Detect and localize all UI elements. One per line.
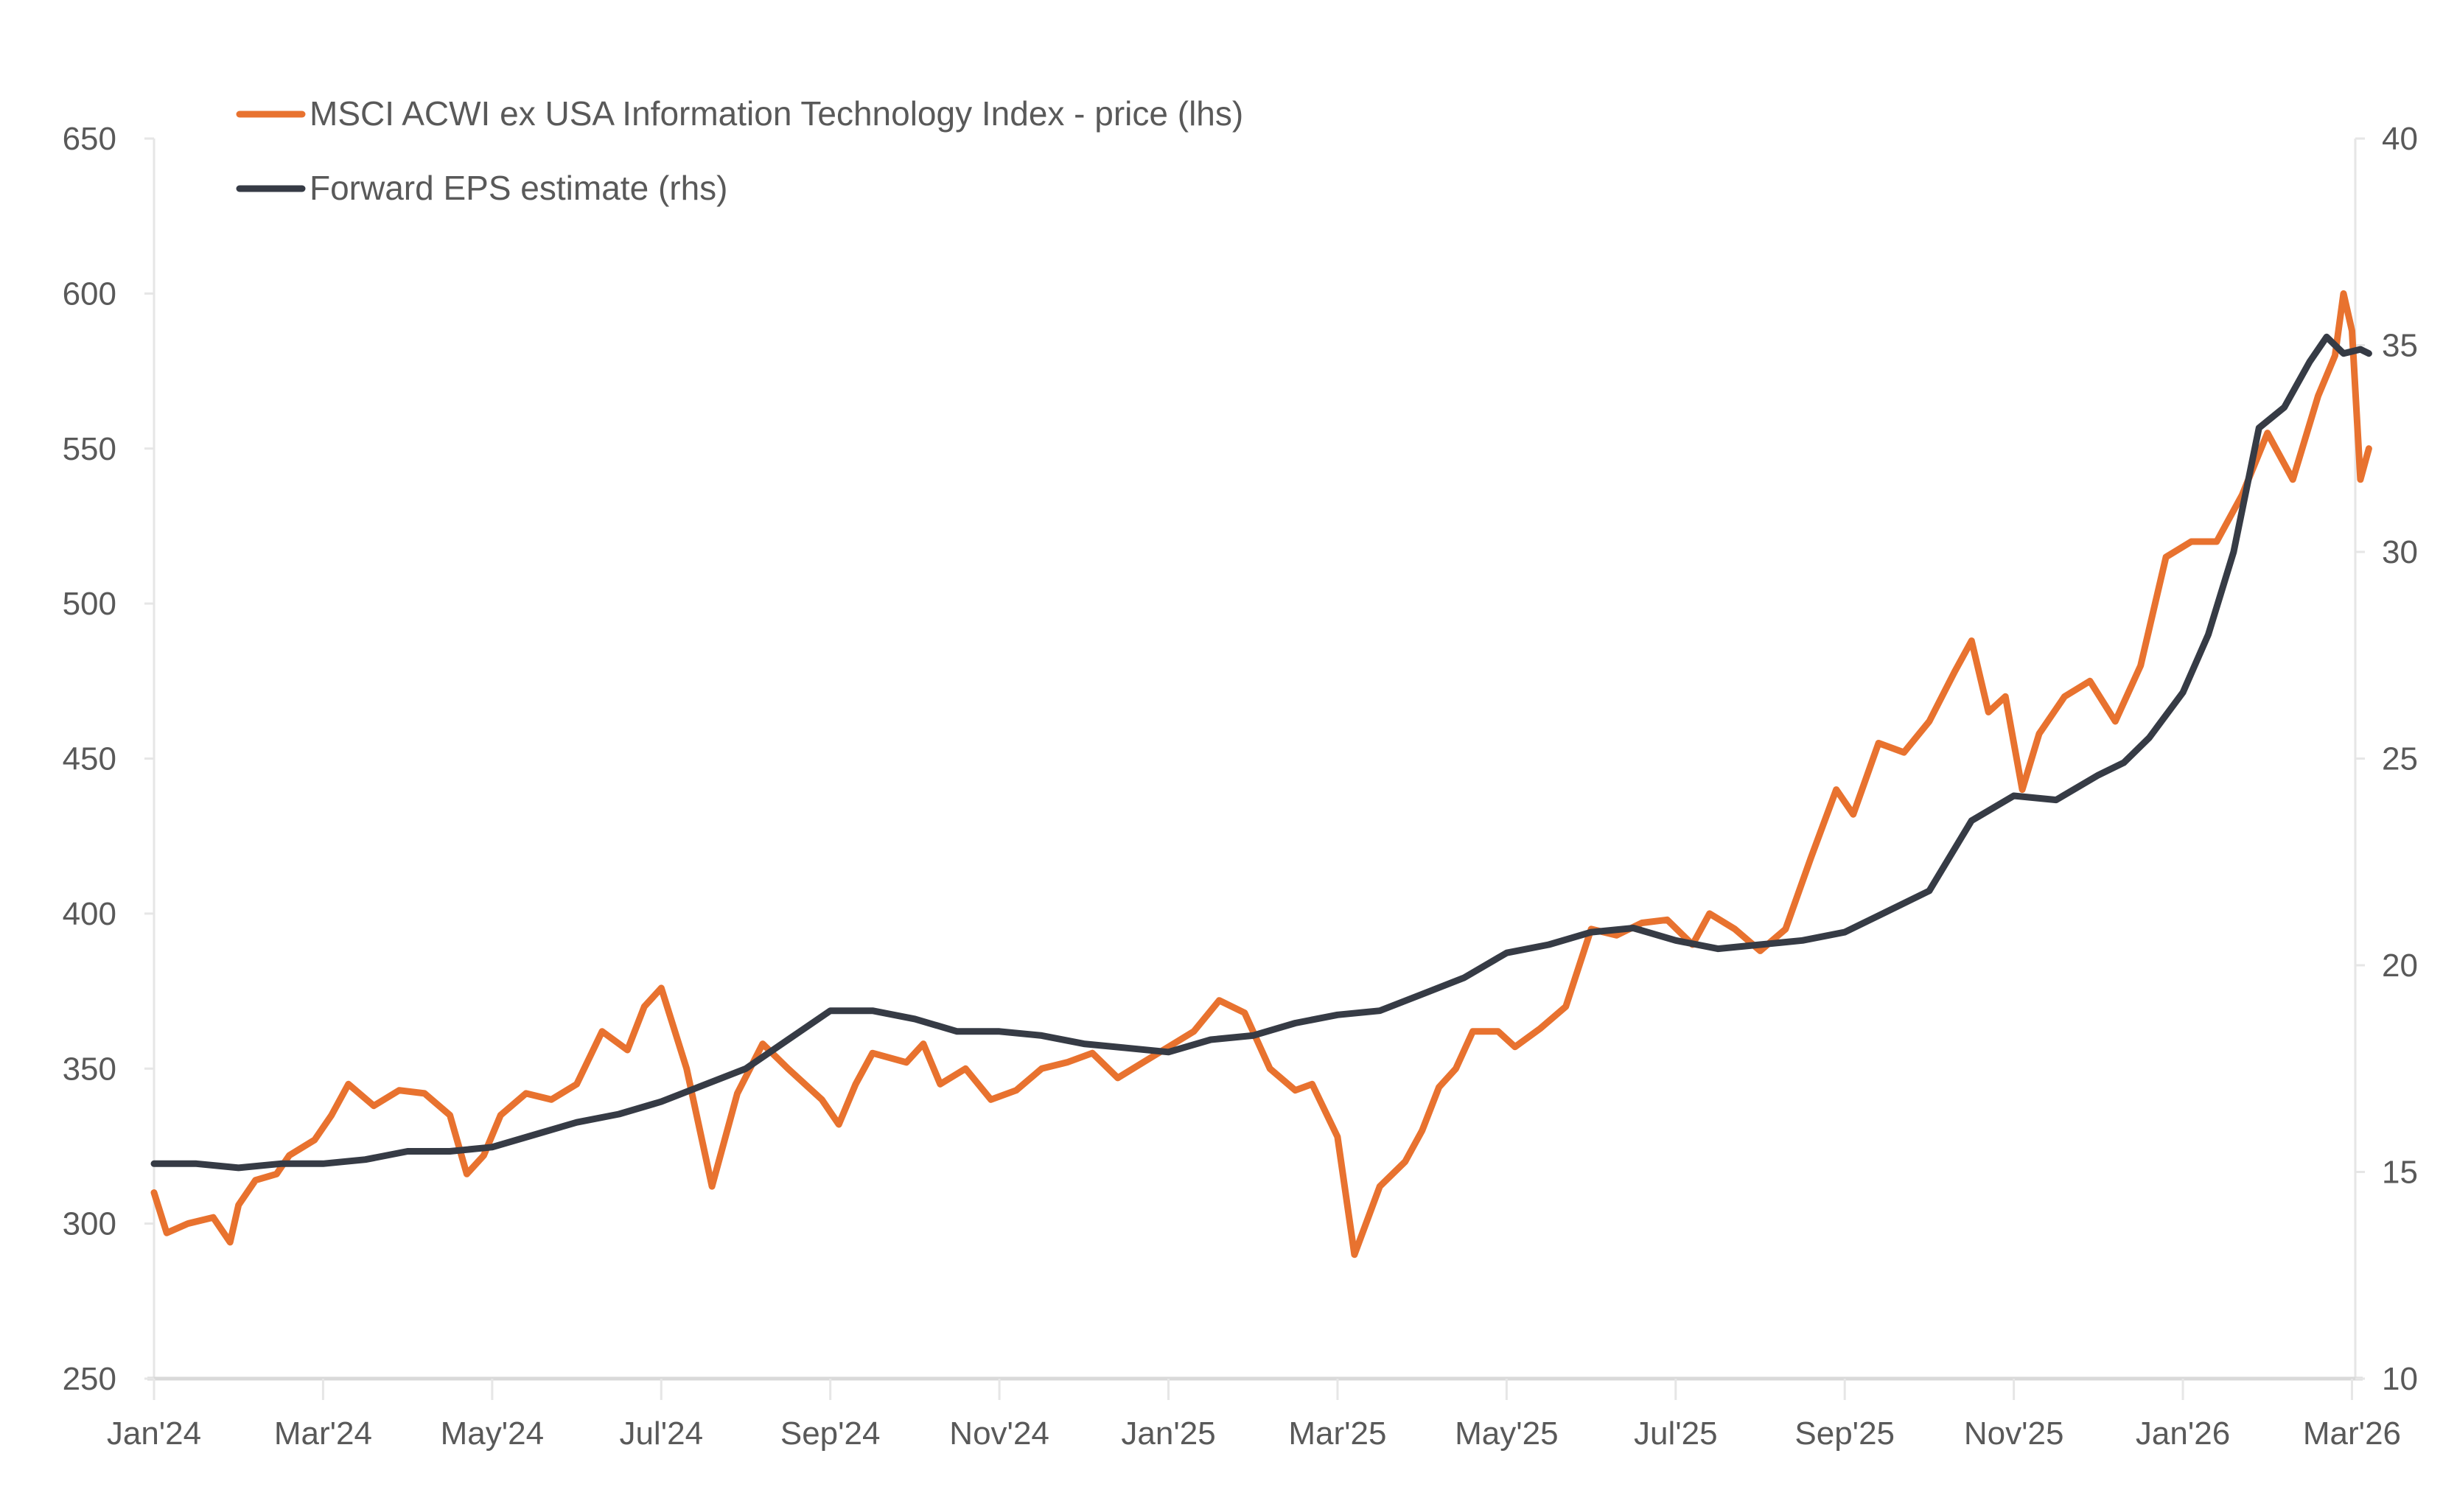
series-line-price <box>150 290 2372 1259</box>
y-left-tick-label: 400 <box>63 896 116 932</box>
y-left-tick-label: 550 <box>63 431 116 467</box>
y-right-tick-label: 25 <box>2382 741 2418 777</box>
legend-label-price: MSCI ACWI ex USA Information Technology … <box>310 94 1243 133</box>
series-lines <box>150 290 2372 1259</box>
x-tick-label: Nov'25 <box>1964 1415 2064 1452</box>
x-ticks: Jan'24 Mar'24 May'24 Jul'24 Sep'24 Nov'24 Jan'… <box>107 1379 2401 1452</box>
x-tick-label: Jan'24 <box>107 1415 201 1452</box>
x-tick-label: Sep'25 <box>1794 1415 1895 1452</box>
legend: MSCI ACWI ex USA Information Technology … <box>236 94 1243 207</box>
y-right-tick-label: 15 <box>2382 1155 2418 1191</box>
legend-item-price: MSCI ACWI ex USA Information Technology … <box>236 94 1243 133</box>
x-tick-label: May'25 <box>1455 1415 1558 1452</box>
y-left-tick-label: 350 <box>63 1051 116 1087</box>
y-left-tick-label: 600 <box>63 276 116 312</box>
y-left-tick-label: 500 <box>63 586 116 622</box>
y-right-tick-label: 30 <box>2382 534 2418 570</box>
x-tick-label: Jul'24 <box>619 1415 703 1452</box>
y-right-tick-label: 10 <box>2382 1361 2418 1397</box>
y-left-tick-label: 250 <box>63 1361 116 1397</box>
x-tick-label: Jul'25 <box>1634 1415 1718 1452</box>
x-tick-label: Sep'24 <box>780 1415 881 1452</box>
x-tick-label: Mar'25 <box>1288 1415 1386 1452</box>
y-right-tick-label: 35 <box>2382 328 2418 364</box>
x-tick-label: May'24 <box>441 1415 544 1452</box>
x-tick-label: Mar'24 <box>274 1415 372 1452</box>
x-tick-label: Jan'26 <box>2136 1415 2230 1452</box>
y-left-tick-label: 450 <box>63 741 116 777</box>
legend-item-eps: Forward EPS estimate (rhs) <box>236 169 727 207</box>
y-right-tick-label: 20 <box>2382 948 2418 984</box>
legend-label-eps: Forward EPS estimate (rhs) <box>310 169 727 207</box>
y-left-ticks: 250 300 350 400 450 500 550 600 650 <box>63 121 154 1397</box>
y-right-ticks: 10 15 20 25 30 35 40 <box>2355 121 2418 1397</box>
x-tick-label: Nov'24 <box>949 1415 1049 1452</box>
x-tick-label: Mar'26 <box>2303 1415 2401 1452</box>
y-left-tick-label: 650 <box>63 121 116 157</box>
y-left-tick-label: 300 <box>63 1206 116 1242</box>
x-tick-label: Jan'25 <box>1121 1415 1215 1452</box>
y-right-tick-label: 40 <box>2382 121 2418 157</box>
series-line-eps <box>150 333 2372 1172</box>
